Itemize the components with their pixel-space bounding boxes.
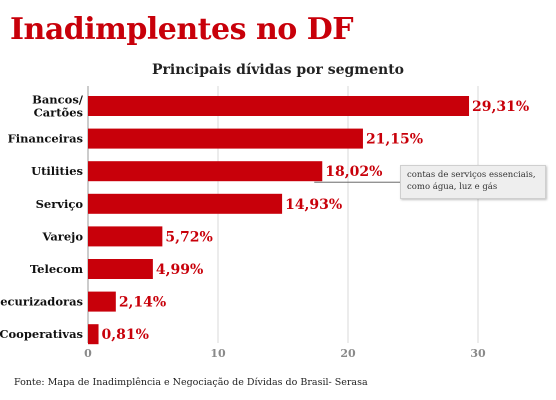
value-label: 5,72% (165, 229, 212, 245)
category-label: Cooperativas (0, 327, 83, 341)
value-label: 0,81% (102, 327, 149, 343)
bar (88, 259, 153, 279)
source-note: Fonte: Mapa de Inadimplência e Negociaçã… (14, 377, 368, 388)
category-label: Varejo (41, 229, 83, 243)
bar (88, 161, 323, 182)
bar (88, 291, 116, 312)
category-label: Bancos/Cartões (32, 93, 84, 120)
utilities-annotation: contas de serviços essenciais, como água… (400, 165, 546, 199)
value-label: 4,99% (156, 262, 203, 278)
x-tick-label: 0 (84, 347, 92, 360)
category-label: Financeiras (8, 132, 83, 146)
x-tick-label: 20 (340, 347, 356, 360)
x-tick-label: 10 (210, 347, 226, 360)
bar (88, 193, 283, 214)
bar (88, 226, 163, 247)
chart-subtitle: Principais dívidas por segmento (151, 62, 404, 78)
bar (88, 96, 470, 116)
bar (88, 128, 363, 149)
value-label: 14,93% (285, 197, 342, 213)
value-label: 2,14% (119, 295, 166, 311)
value-label: 18,02% (325, 164, 382, 180)
category-label: Utilities (31, 164, 83, 178)
category-label: Telecom (30, 262, 83, 276)
x-tick-label: 30 (470, 347, 486, 360)
bar (88, 324, 99, 345)
category-label: Serviço (36, 197, 84, 211)
value-label: 29,31% (472, 99, 529, 115)
annotation-line: contas de serviços essenciais, (407, 170, 536, 180)
annotation-line: como água, luz e gás (407, 182, 498, 192)
page-title: Inadimplentes no DF (10, 12, 354, 47)
value-label: 21,15% (366, 132, 423, 148)
category-label: Securizadoras (0, 295, 83, 309)
